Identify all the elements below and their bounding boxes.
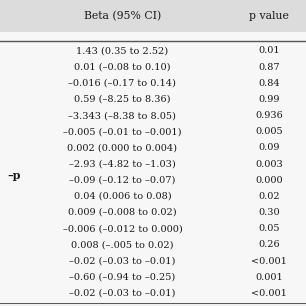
Text: 0.002 (0.000 to 0.004): 0.002 (0.000 to 0.004) xyxy=(67,144,177,152)
Text: –0.016 (–0.17 to 0.14): –0.016 (–0.17 to 0.14) xyxy=(69,79,176,88)
Text: p value: p value xyxy=(249,11,289,21)
Text: 0.02: 0.02 xyxy=(259,192,280,201)
Text: 0.84: 0.84 xyxy=(259,79,280,88)
Text: –2.93 (–4.82 to –1.03): –2.93 (–4.82 to –1.03) xyxy=(69,159,176,169)
Text: –p: –p xyxy=(7,170,21,181)
Text: 0.04 (0.006 to 0.08): 0.04 (0.006 to 0.08) xyxy=(73,192,171,201)
Text: –0.005 (–0.01 to –0.001): –0.005 (–0.01 to –0.001) xyxy=(63,127,182,136)
Text: –0.006 (–0.012 to 0.000): –0.006 (–0.012 to 0.000) xyxy=(62,224,182,233)
Text: –0.02 (–0.03 to –0.01): –0.02 (–0.03 to –0.01) xyxy=(69,289,176,298)
Text: –0.60 (–0.94 to –0.25): –0.60 (–0.94 to –0.25) xyxy=(69,273,176,282)
Text: 0.30: 0.30 xyxy=(259,208,280,217)
Text: Beta (95% CI): Beta (95% CI) xyxy=(84,11,161,21)
Text: 0.26: 0.26 xyxy=(259,240,280,249)
Text: <0.001: <0.001 xyxy=(251,256,287,266)
Text: 0.59 (–8.25 to 8.36): 0.59 (–8.25 to 8.36) xyxy=(74,95,171,104)
Text: 0.009 (–0.008 to 0.02): 0.009 (–0.008 to 0.02) xyxy=(68,208,177,217)
Text: 0.99: 0.99 xyxy=(259,95,280,104)
Text: 0.09: 0.09 xyxy=(259,144,280,152)
Text: 0.05: 0.05 xyxy=(259,224,280,233)
Text: 0.87: 0.87 xyxy=(259,63,280,72)
Text: 0.01 (–0.08 to 0.10): 0.01 (–0.08 to 0.10) xyxy=(74,63,171,72)
Text: 0.003: 0.003 xyxy=(256,159,283,169)
Text: –0.09 (–0.12 to –0.07): –0.09 (–0.12 to –0.07) xyxy=(69,176,176,185)
Bar xyxy=(0,32,306,303)
Text: 0.000: 0.000 xyxy=(256,176,283,185)
Text: 0.936: 0.936 xyxy=(256,111,283,120)
Text: <0.001: <0.001 xyxy=(251,289,287,298)
Bar xyxy=(0,0,306,32)
Text: 1.43 (0.35 to 2.52): 1.43 (0.35 to 2.52) xyxy=(76,47,169,55)
Text: 0.005: 0.005 xyxy=(256,127,283,136)
Text: 0.001: 0.001 xyxy=(256,273,283,282)
Text: 0.008 (–.005 to 0.02): 0.008 (–.005 to 0.02) xyxy=(71,240,174,249)
Text: –0.02 (–0.03 to –0.01): –0.02 (–0.03 to –0.01) xyxy=(69,256,176,266)
Text: 0.01: 0.01 xyxy=(259,47,280,55)
Text: –3.343 (–8.38 to 8.05): –3.343 (–8.38 to 8.05) xyxy=(69,111,176,120)
